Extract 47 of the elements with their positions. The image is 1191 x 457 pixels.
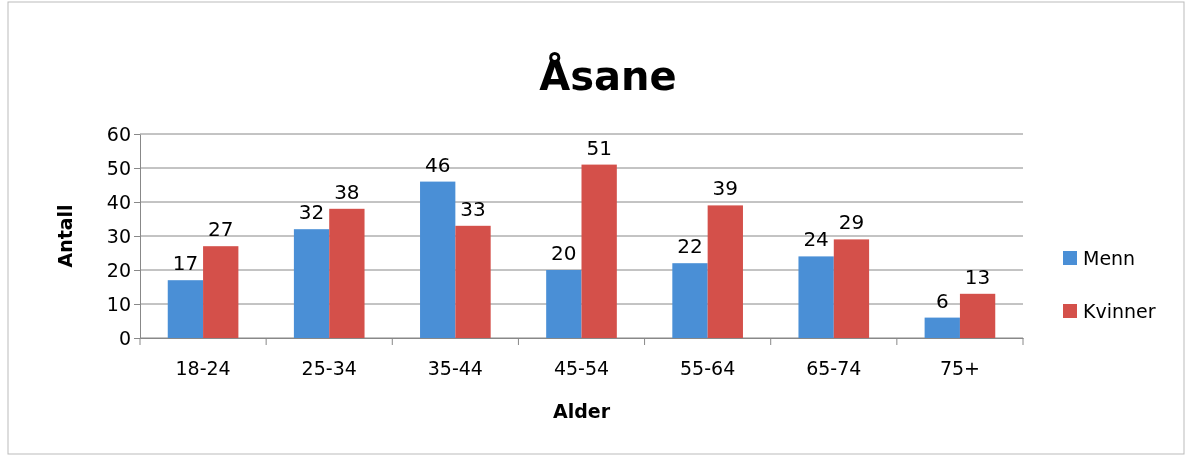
bar (924, 317, 960, 338)
data-label: 27 (208, 217, 234, 242)
legend-label: Menn (1083, 247, 1136, 269)
y-tick-label: 40 (106, 190, 131, 213)
y-axis-title: Antall (54, 204, 76, 268)
data-label: 38 (334, 179, 360, 204)
y-tick-label: 20 (106, 258, 131, 281)
bar (455, 225, 491, 338)
x-axis-title: Alder (552, 400, 611, 422)
bar (833, 239, 870, 338)
y-tick-label: 60 (106, 122, 131, 145)
bar (167, 280, 204, 338)
data-label: 32 (298, 200, 325, 225)
x-tick-label: 75+ (939, 357, 980, 380)
bar (581, 164, 617, 338)
bar (293, 229, 330, 338)
data-label: 46 (424, 152, 451, 177)
data-label: 22 (677, 234, 703, 259)
data-label: 17 (172, 251, 199, 276)
data-label: 13 (964, 264, 991, 289)
data-label: 33 (460, 196, 486, 221)
bar (420, 181, 456, 338)
x-tick-label: 65-74 (806, 357, 862, 380)
y-tick-label: 10 (106, 292, 131, 315)
data-label: 6 (935, 288, 949, 313)
chart-title: Åsane (539, 51, 677, 99)
y-tick-label: 30 (106, 224, 131, 247)
x-tick-label: 18-24 (175, 357, 231, 380)
bar (203, 246, 239, 338)
bar (329, 208, 365, 338)
data-label: 51 (586, 135, 612, 160)
data-label: 20 (551, 241, 577, 265)
x-tick-label: 25-34 (301, 357, 357, 380)
y-tick-label: 0 (118, 326, 131, 349)
data-label: 29 (838, 210, 865, 235)
y-tick-label: 50 (106, 156, 131, 179)
data-label: 24 (803, 227, 829, 252)
x-tick-label: 55-64 (680, 357, 736, 380)
bar (959, 293, 996, 338)
x-tick-label: 35-44 (427, 357, 483, 380)
bar (707, 205, 743, 338)
data-label: 39 (712, 176, 739, 201)
bar (672, 263, 708, 338)
bar (798, 256, 834, 338)
bar (546, 270, 582, 338)
x-tick-label: 45-54 (553, 357, 610, 380)
legend-label: Kvinner (1083, 300, 1156, 322)
